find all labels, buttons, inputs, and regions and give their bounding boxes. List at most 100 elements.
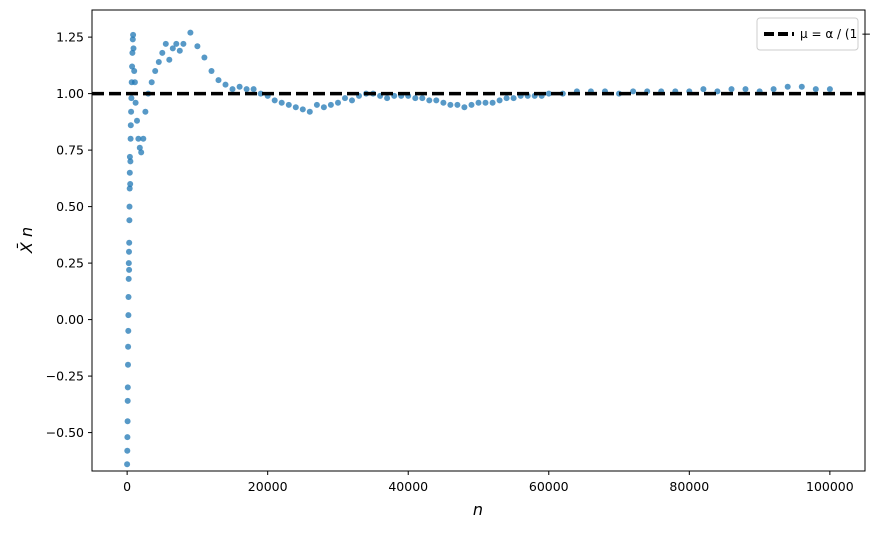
data-point: [162, 40, 169, 47]
data-point: [148, 79, 155, 86]
x-axis-ticks: 0 20000 40000 60000 80000 100000: [123, 471, 854, 494]
data-point: [126, 169, 133, 176]
data-point: [127, 122, 134, 129]
data-point: [236, 83, 243, 90]
x-tick-label: 60000: [529, 479, 569, 494]
data-point: [131, 68, 138, 74]
data-point: [229, 86, 236, 93]
data-point: [124, 418, 131, 425]
data-point: [159, 49, 166, 56]
legend-box: [756, 17, 859, 51]
data-point: [826, 86, 833, 93]
data-point: [124, 434, 131, 441]
y-tick-label: 1.00: [56, 86, 84, 101]
data-point: [126, 217, 133, 224]
data-point: [130, 31, 137, 38]
data-point: [285, 101, 292, 108]
data-point: [124, 384, 131, 391]
data-point: [489, 99, 496, 106]
data-point: [271, 97, 278, 104]
data-point: [700, 86, 707, 93]
data-point: [136, 144, 143, 151]
data-point: [798, 83, 805, 90]
data-point: [138, 149, 145, 156]
data-point: [475, 99, 482, 106]
data-point: [169, 45, 176, 52]
data-point: [208, 68, 215, 74]
data-point: [468, 101, 475, 108]
data-point: [335, 99, 341, 106]
data-point: [128, 95, 135, 102]
data-point: [125, 327, 132, 334]
data-point: [545, 90, 552, 97]
y-tick-label: 0.50: [56, 199, 84, 214]
data-point: [126, 203, 133, 210]
data-point: [327, 101, 334, 108]
data-point: [742, 86, 749, 93]
data-point: [132, 99, 139, 106]
data-point: [503, 95, 510, 102]
data-point: [320, 104, 327, 111]
data-point: [131, 79, 138, 86]
data-point: [130, 45, 137, 52]
data-point: [349, 97, 355, 104]
data-point: [243, 86, 250, 93]
data-point: [342, 95, 348, 102]
y-tick-label: 1.25: [56, 30, 84, 45]
data-point: [222, 81, 229, 88]
x-tick-label: 100000: [806, 479, 854, 494]
x-tick-label: 80000: [669, 479, 709, 494]
data-point: [129, 63, 136, 70]
data-point: [135, 135, 142, 142]
data-point: [215, 77, 222, 84]
data-point: [454, 101, 461, 108]
data-point: [125, 343, 132, 350]
legend-label: μ = α / (1 − β): [800, 27, 875, 41]
data-point: [127, 181, 134, 187]
data-point: [173, 40, 180, 47]
data-point: [166, 56, 173, 63]
data-point: [461, 104, 468, 111]
data-point: [142, 108, 149, 115]
data-point: [299, 106, 306, 113]
data-point: [125, 361, 131, 368]
data-point: [306, 108, 313, 115]
data-point: [126, 185, 133, 192]
y-tick-label: −0.25: [46, 369, 84, 384]
data-point: [129, 36, 136, 43]
data-point: [126, 153, 133, 160]
plot-area-frame: [91, 9, 866, 472]
data-point: [126, 248, 132, 255]
data-point: [152, 68, 159, 74]
x-axis-label: n: [473, 500, 483, 519]
data-point: [770, 86, 777, 93]
data-point: [129, 49, 136, 56]
y-tick-label: 0.25: [56, 256, 84, 271]
data-point: [313, 101, 320, 108]
data-point: [412, 95, 419, 102]
data-point: [384, 95, 391, 102]
data-point: [176, 47, 183, 54]
data-point: [194, 43, 201, 50]
data-point: [812, 86, 819, 93]
data-point: [125, 294, 132, 300]
data-point: [630, 88, 637, 95]
y-tick-label: 0.75: [56, 143, 84, 158]
data-point: [124, 447, 131, 454]
data-point: [180, 40, 187, 47]
data-point: [728, 86, 735, 93]
data-point: [187, 29, 194, 36]
data-point: [124, 397, 131, 404]
data-point: [128, 108, 135, 115]
data-point: [134, 117, 140, 124]
legend: μ = α / (1 − β): [756, 17, 875, 51]
y-tick-label: 0.00: [56, 312, 84, 327]
data-point: [127, 135, 134, 142]
data-point: [127, 158, 134, 165]
x-tick-label: 20000: [248, 479, 288, 494]
data-point: [201, 54, 208, 61]
data-point: [433, 97, 440, 104]
data-point: [292, 104, 299, 111]
data-point: [124, 461, 131, 468]
